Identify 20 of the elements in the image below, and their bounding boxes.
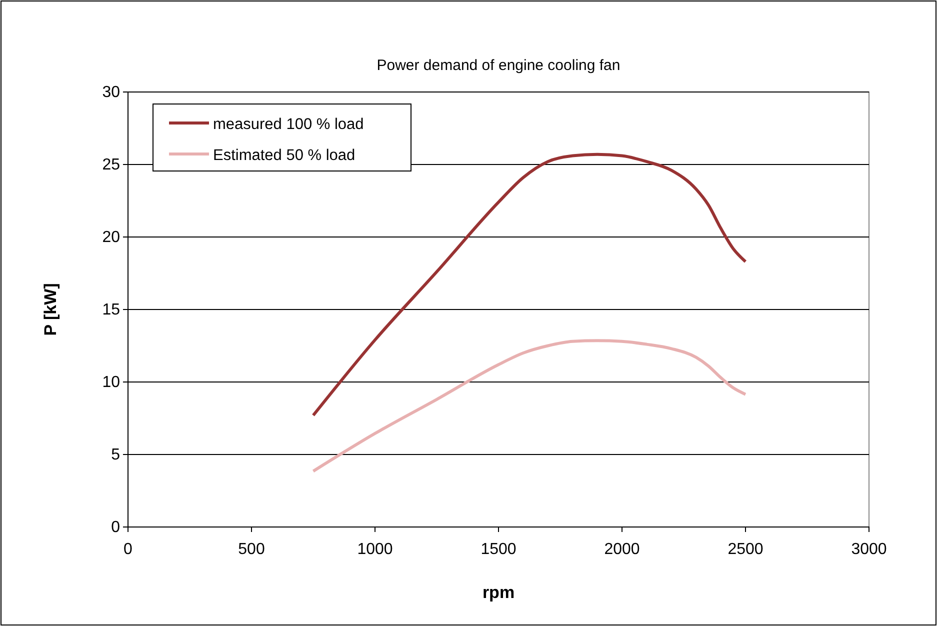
y-tick-label: 10 [102,374,120,392]
chart-title: Power demand of engine cooling fan [376,57,620,74]
x-tick-label: 1000 [357,541,393,558]
y-tick-label: 0 [111,519,120,536]
line-series [312,339,747,473]
legend-label: measured 100 % load [213,116,364,133]
y-axis-title: P [kW] [41,283,60,336]
x-tick-label: 3000 [851,541,887,558]
x-tick-label: 2500 [728,541,764,558]
y-tick-label: 20 [102,229,120,246]
y-tick-label: 5 [111,446,120,464]
x-tick-label: 1500 [480,541,516,558]
x-tick-label: 0 [124,541,133,558]
x-tick-label: 500 [238,541,265,558]
legend-label: Estimated 50 % load [213,147,356,164]
y-tick-label: 25 [102,156,120,174]
x-axis-title: rpm [482,583,515,602]
x-tick-label: 2000 [604,541,640,558]
y-tick-label: 15 [102,302,120,319]
y-tick-label: 30 [102,84,120,102]
